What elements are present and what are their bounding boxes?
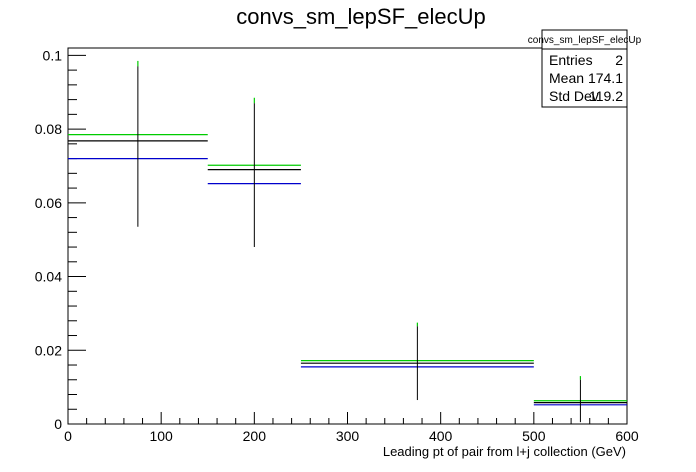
y-tick-label: 0.02: [35, 342, 62, 358]
stat-stddev-label: Std Dev: [549, 88, 599, 104]
x-tick-label: 500: [522, 428, 546, 444]
chart-title: convs_sm_lepSF_elecUp: [236, 4, 485, 29]
stat-entries-label: Entries: [549, 52, 593, 68]
stats-box: convs_sm_lepSF_elecUp Entries 2 Mean 174…: [528, 29, 642, 108]
y-tick-label: 0: [54, 416, 62, 432]
x-tick-label: 100: [149, 428, 173, 444]
stat-mean-value: 174.1: [588, 70, 623, 86]
stat-mean-label: Mean: [549, 70, 584, 86]
y-tick-label: 0.06: [35, 195, 62, 211]
x-tick-label: 600: [615, 428, 639, 444]
x-tick-label: 400: [429, 428, 453, 444]
y-tick-label: 0.1: [43, 47, 63, 63]
stats-box-title: convs_sm_lepSF_elecUp: [528, 35, 642, 46]
x-tick-label: 0: [64, 428, 72, 444]
x-tick-label: 300: [336, 428, 360, 444]
x-tick-label: 200: [243, 428, 267, 444]
stats-box-frame: [541, 29, 628, 108]
x-axis-title: Leading pt of pair from l+j collection (…: [383, 444, 626, 459]
y-tick-label: 0.08: [35, 121, 62, 137]
stat-entries-value: 2: [615, 52, 623, 68]
stat-stddev-value: 119.2: [589, 88, 623, 104]
y-tick-label: 0.04: [35, 269, 62, 285]
